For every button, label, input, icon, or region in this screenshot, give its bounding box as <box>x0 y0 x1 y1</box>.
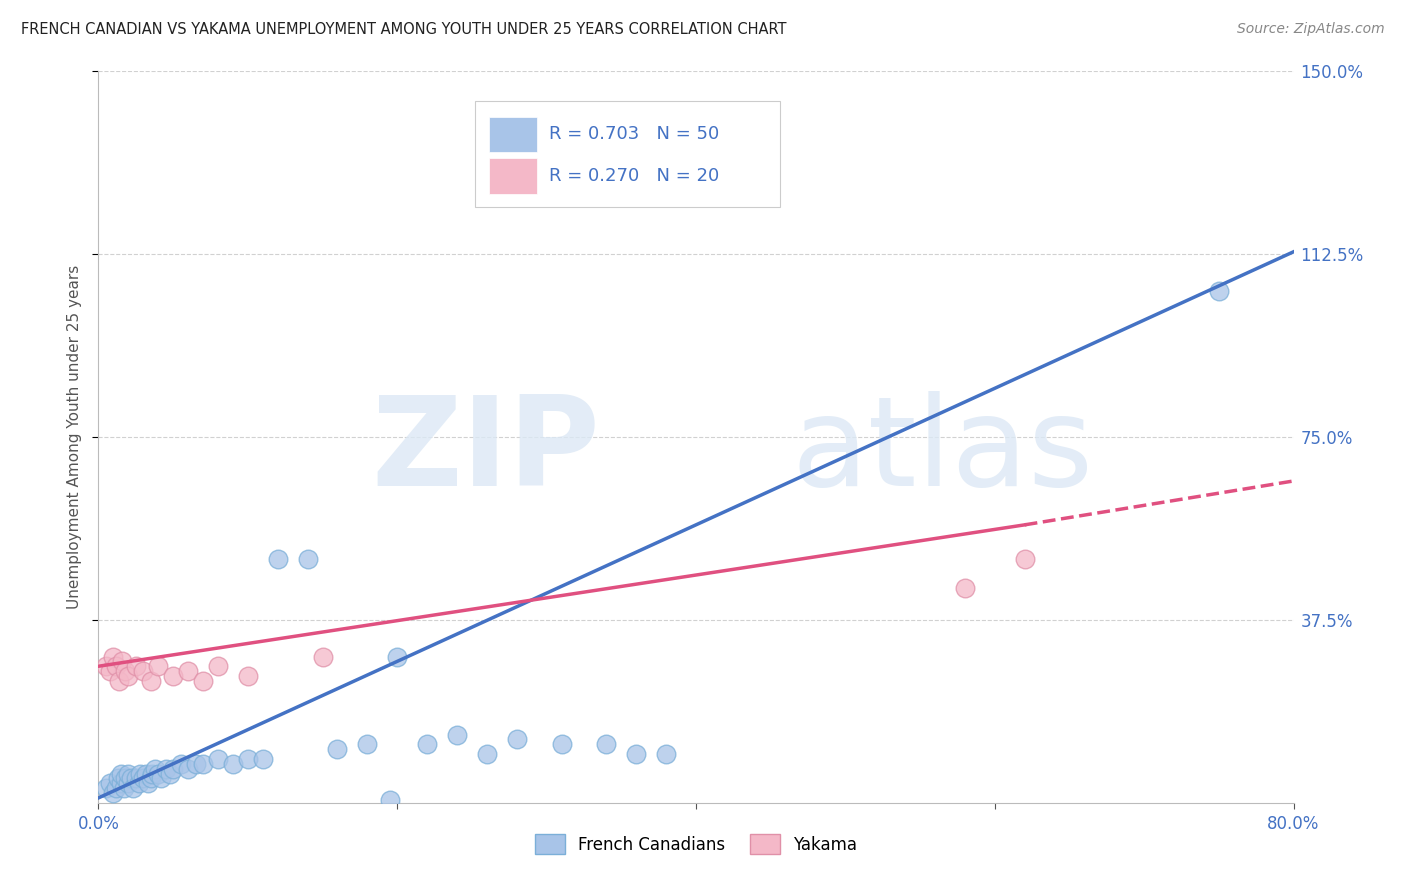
Bar <box>489 117 537 152</box>
Point <box>297 552 319 566</box>
Text: R = 0.270   N = 20: R = 0.270 N = 20 <box>548 167 720 185</box>
Point <box>132 772 155 786</box>
Point <box>162 669 184 683</box>
Point <box>252 752 274 766</box>
Point <box>326 742 349 756</box>
Point <box>655 747 678 761</box>
Point <box>125 659 148 673</box>
Point <box>378 793 401 807</box>
Point <box>139 772 162 786</box>
Point <box>135 766 157 780</box>
Point <box>385 649 409 664</box>
Point <box>506 732 529 747</box>
Point <box>112 781 135 796</box>
Point <box>141 766 163 780</box>
Point <box>236 752 259 766</box>
Point <box>148 766 170 780</box>
Point <box>155 762 177 776</box>
Point <box>356 737 378 751</box>
Point <box>169 756 191 771</box>
Legend: French Canadians, Yakama: French Canadians, Yakama <box>527 828 865 860</box>
Point <box>184 756 207 771</box>
Point <box>107 772 129 786</box>
Point <box>110 766 132 780</box>
Point <box>550 737 572 751</box>
Point <box>475 747 498 761</box>
Point <box>1014 552 1036 566</box>
Point <box>128 776 150 790</box>
Point <box>416 737 439 751</box>
Point <box>446 727 468 741</box>
Point <box>143 762 166 776</box>
Point <box>953 581 976 595</box>
Point <box>132 664 155 678</box>
Point <box>117 766 139 780</box>
Point <box>626 747 648 761</box>
Point <box>108 673 131 688</box>
Point <box>105 781 128 796</box>
Point <box>98 776 122 790</box>
Point <box>129 766 152 780</box>
Point <box>1208 284 1230 298</box>
Point <box>120 772 142 786</box>
Point <box>236 669 259 683</box>
Point <box>177 664 200 678</box>
Point <box>159 766 181 780</box>
Point <box>110 776 132 790</box>
Point <box>94 659 117 673</box>
Point <box>125 772 148 786</box>
Point <box>139 673 162 688</box>
Bar <box>489 159 537 194</box>
Y-axis label: Unemployment Among Youth under 25 years: Unemployment Among Youth under 25 years <box>66 265 82 609</box>
Point <box>117 776 139 790</box>
Text: ZIP: ZIP <box>371 392 600 512</box>
Point <box>136 776 159 790</box>
Point <box>222 756 245 771</box>
Point <box>207 752 229 766</box>
Point <box>94 781 117 796</box>
Point <box>105 659 128 673</box>
Point <box>114 772 136 786</box>
Text: FRENCH CANADIAN VS YAKAMA UNEMPLOYMENT AMONG YOUTH UNDER 25 YEARS CORRELATION CH: FRENCH CANADIAN VS YAKAMA UNEMPLOYMENT A… <box>21 22 786 37</box>
Point <box>117 669 139 683</box>
Text: atlas: atlas <box>792 392 1094 512</box>
Point <box>162 762 184 776</box>
Point <box>191 756 214 771</box>
Point <box>150 772 173 786</box>
Point <box>111 654 134 668</box>
Point <box>191 673 214 688</box>
Point <box>595 737 617 751</box>
Point <box>177 762 200 776</box>
Point <box>98 664 122 678</box>
Point <box>114 664 136 678</box>
Point <box>148 659 170 673</box>
Point <box>121 781 143 796</box>
Point <box>103 649 125 664</box>
Point <box>207 659 229 673</box>
FancyBboxPatch shape <box>475 101 780 207</box>
Point <box>103 786 125 800</box>
Text: Source: ZipAtlas.com: Source: ZipAtlas.com <box>1237 22 1385 37</box>
Point <box>311 649 333 664</box>
Text: R = 0.703   N = 50: R = 0.703 N = 50 <box>548 125 720 144</box>
Point <box>267 552 290 566</box>
